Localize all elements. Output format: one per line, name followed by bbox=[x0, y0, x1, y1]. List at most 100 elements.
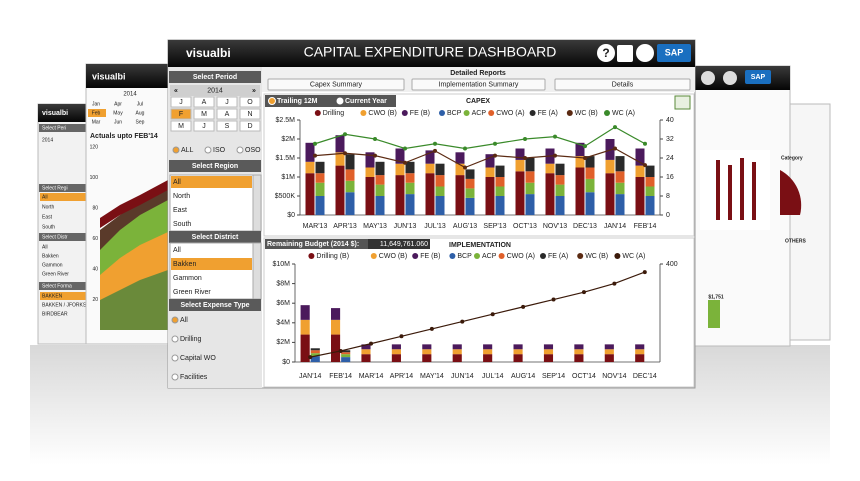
month[interactable]: M bbox=[178, 123, 184, 130]
bar-segment bbox=[585, 192, 595, 215]
list-item[interactable]: Gammon bbox=[173, 275, 202, 282]
option[interactable]: Capital WO bbox=[180, 355, 216, 362]
month[interactable]: J bbox=[179, 99, 183, 106]
month-cell[interactable] bbox=[239, 108, 261, 120]
month[interactable]: O bbox=[247, 99, 253, 106]
option[interactable]: Trailing 12M bbox=[277, 98, 318, 105]
month-cell[interactable] bbox=[170, 108, 192, 120]
radio[interactable] bbox=[171, 373, 179, 381]
month[interactable]: S bbox=[225, 123, 230, 130]
month-cell[interactable] bbox=[193, 120, 215, 132]
option[interactable]: Drilling bbox=[180, 336, 202, 343]
bar-segment bbox=[422, 354, 432, 362]
month-cell[interactable] bbox=[193, 96, 215, 108]
logo: visualbi bbox=[186, 46, 231, 60]
list-item[interactable]: All bbox=[173, 247, 181, 254]
legend-label: Drilling (B) bbox=[316, 253, 349, 260]
prev-year[interactable]: « bbox=[174, 87, 178, 94]
area-layer bbox=[100, 180, 168, 228]
month: May bbox=[113, 110, 123, 116]
month[interactable]: F bbox=[179, 111, 183, 118]
scrollbar bbox=[252, 242, 262, 300]
month-cell[interactable] bbox=[216, 120, 238, 132]
month-cell[interactable] bbox=[170, 120, 192, 132]
option[interactable]: All bbox=[180, 317, 188, 324]
bar-segment bbox=[485, 154, 495, 168]
item: BAKKEN bbox=[42, 293, 63, 299]
section-header bbox=[169, 231, 261, 243]
radio-selected[interactable] bbox=[171, 316, 179, 324]
export-button[interactable] bbox=[617, 45, 633, 62]
month[interactable]: J bbox=[202, 123, 206, 130]
help-button[interactable] bbox=[597, 44, 615, 62]
help-icon[interactable] bbox=[723, 71, 737, 85]
radio-selected[interactable] bbox=[172, 146, 180, 154]
help-icon[interactable]: ? bbox=[602, 46, 609, 60]
month[interactable]: A bbox=[225, 111, 230, 118]
next-year[interactable]: » bbox=[252, 87, 256, 94]
bar-segment bbox=[605, 159, 615, 174]
month-cell[interactable] bbox=[170, 96, 192, 108]
bar-segment bbox=[645, 196, 655, 215]
bar-segment bbox=[300, 334, 310, 362]
report-button[interactable] bbox=[267, 78, 405, 91]
list-item[interactable]: East bbox=[173, 207, 187, 214]
radio[interactable] bbox=[204, 146, 212, 154]
list-item[interactable]: Green River bbox=[173, 289, 211, 296]
caption: Actuals upto FEB'14 bbox=[90, 133, 158, 140]
month[interactable]: M bbox=[201, 111, 207, 118]
print-icon[interactable] bbox=[701, 71, 715, 85]
bar-segment bbox=[635, 165, 645, 177]
bar-segment bbox=[435, 186, 445, 196]
month[interactable]: N bbox=[247, 111, 252, 118]
radio[interactable] bbox=[336, 97, 344, 105]
report-button[interactable] bbox=[411, 78, 546, 91]
option[interactable]: OSO bbox=[245, 147, 261, 154]
radio[interactable] bbox=[171, 354, 179, 362]
print-button[interactable] bbox=[636, 44, 654, 62]
month-cell[interactable] bbox=[216, 96, 238, 108]
radio[interactable] bbox=[236, 146, 244, 154]
list-item[interactable]: Bakken bbox=[173, 261, 196, 268]
legend-swatch bbox=[488, 110, 495, 116]
y-tick-label: 120 bbox=[90, 144, 99, 150]
y2-tick-label: 400 bbox=[666, 261, 678, 268]
radio-selected[interactable] bbox=[268, 97, 276, 105]
month[interactable]: J bbox=[225, 99, 229, 106]
x-tick-label: DEC'13 bbox=[573, 223, 597, 230]
month[interactable]: D bbox=[247, 123, 252, 130]
bar-segment bbox=[495, 186, 505, 196]
bar-segment bbox=[513, 354, 523, 362]
bar-segment bbox=[365, 152, 375, 168]
item: BIRDBEAR bbox=[42, 311, 68, 317]
option[interactable]: Current Year bbox=[345, 98, 387, 105]
list-item[interactable]: South bbox=[173, 221, 191, 228]
bar-segment bbox=[645, 177, 655, 187]
screen-header bbox=[38, 104, 100, 122]
radio[interactable] bbox=[171, 335, 179, 343]
x-tick-label: JAN'14 bbox=[604, 223, 626, 230]
list-item[interactable]: All bbox=[173, 179, 181, 186]
line-point bbox=[642, 270, 647, 275]
report-button[interactable] bbox=[554, 78, 691, 91]
month-cell[interactable] bbox=[216, 108, 238, 120]
report-button-label[interactable]: Capex Summary bbox=[310, 81, 363, 88]
y-tick-label: 80 bbox=[92, 205, 98, 211]
legend-label: ACP bbox=[482, 253, 497, 260]
report-button-label[interactable]: Implementation Summary bbox=[439, 81, 519, 88]
month-cell[interactable] bbox=[239, 120, 261, 132]
option[interactable]: ALL bbox=[181, 147, 194, 154]
month-cell[interactable] bbox=[193, 108, 215, 120]
month[interactable]: A bbox=[202, 99, 207, 106]
x-tick-label: MAR'14 bbox=[359, 373, 384, 380]
line-point bbox=[429, 326, 434, 331]
line-point bbox=[338, 348, 343, 353]
list-item[interactable]: North bbox=[173, 193, 190, 200]
option[interactable]: Facilities bbox=[180, 374, 208, 381]
table-view-button[interactable] bbox=[674, 95, 691, 110]
line-point bbox=[643, 141, 647, 146]
month-cell[interactable] bbox=[239, 96, 261, 108]
month: Apr bbox=[114, 101, 122, 107]
report-button-label[interactable]: Details bbox=[612, 81, 634, 88]
option[interactable]: ISO bbox=[213, 147, 226, 154]
